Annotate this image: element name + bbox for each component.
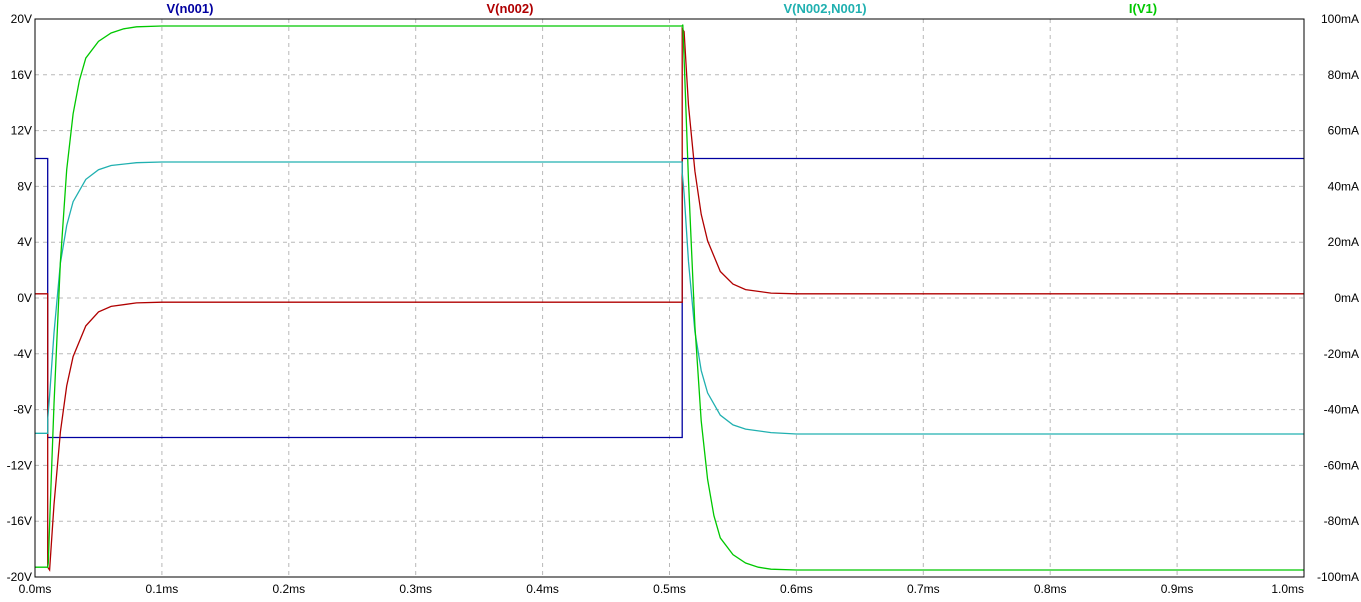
y-left-tick-label: -8V [13,403,32,417]
x-tick-label: 0.6ms [780,582,813,596]
y-right-tick-label: 0mA [1334,291,1359,305]
y-left-tick-label: 0V [17,291,32,305]
legend-v-n001: V(n001) [167,1,214,16]
y-right-tick-label: 60mA [1328,124,1359,138]
y-right-tick-label: -20mA [1324,347,1359,361]
y-right-tick-label: -60mA [1324,458,1359,472]
trace-i-v1 [35,24,1304,571]
y-right-tick-label: 20mA [1328,235,1359,249]
y-right-tick-label: 80mA [1328,68,1359,82]
x-tick-label: 0.1ms [146,582,179,596]
tick-labels: 0.0ms 0.1ms 0.2ms 0.3ms 0.4ms 0.5ms 0.6ms 0.7ms… [7,12,1359,596]
y-left-tick-label: 8V [17,179,32,193]
legend: V(n001) V(n002) V(N002,N001) I(V1) [167,1,1158,16]
y-left-tick-label: 16V [11,68,32,82]
y-right-tick-label: 40mA [1328,179,1359,193]
y-right-tick-label: 100mA [1321,12,1359,26]
grid-lines [35,19,1304,577]
trace-v-n001 [35,157,1304,439]
y-left-tick-label: -12V [7,458,32,472]
y-left-tick-label: -20V [7,570,32,584]
x-tick-label: 0.2ms [272,582,305,596]
x-tick-label: 0.8ms [1034,582,1067,596]
trace-v-n002-n001 [35,161,1304,435]
x-tick-label: 0.7ms [907,582,940,596]
x-tick-label: 0.5ms [653,582,686,596]
legend-v-n002-n001: V(N002,N001) [783,1,866,16]
y-left-tick-label: -16V [7,514,32,528]
y-left-tick-label: 12V [11,124,32,138]
legend-v-n002: V(n002) [487,1,534,16]
x-tick-label: 0.3ms [399,582,432,596]
y-right-tick-label: -40mA [1324,403,1359,417]
y-right-tick-label: -80mA [1324,514,1359,528]
y-left-tick-label: 20V [11,12,32,26]
y-left-tick-label: -4V [13,347,32,361]
plot-frame [34,18,1305,578]
x-tick-label: 0.0ms [19,582,52,596]
trace-layer [35,24,1304,572]
legend-i-v1: I(V1) [1129,1,1157,16]
x-tick-label: 0.4ms [526,582,559,596]
x-tick-label: 0.9ms [1161,582,1194,596]
y-left-tick-label: 4V [17,235,32,249]
x-tick-label: 1.0ms [1271,582,1304,596]
trace-v-n002 [35,26,1304,572]
y-right-tick-label: -100mA [1317,570,1359,584]
